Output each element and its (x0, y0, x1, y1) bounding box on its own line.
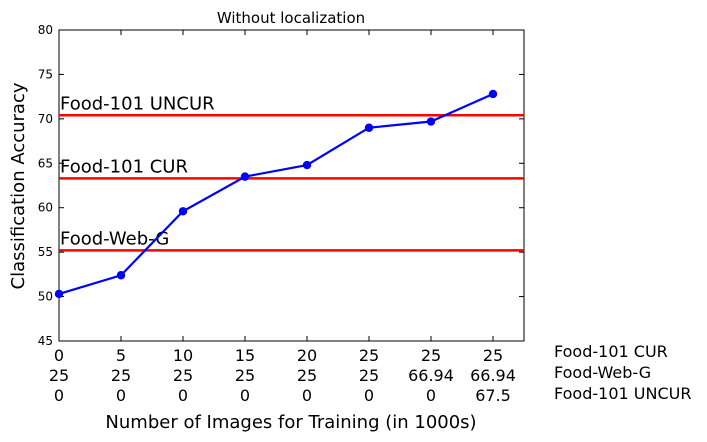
plot-area: 4550556065707580025052501025015250202502… (38, 23, 525, 405)
x-tick-label-row-2: 25 (359, 366, 379, 385)
y-axis-label: Classification Accuracy (8, 82, 29, 289)
x-tick-label-row-3: 0 (178, 386, 188, 405)
x-row-legend: Food-101 CUR Food-Web-G Food-101 UNCUR (554, 342, 691, 403)
x-tick-label-row-3: 0 (364, 386, 374, 405)
x-axis-label: Number of Images for Training (in 1000s) (105, 412, 476, 433)
y-tick-label: 75 (38, 67, 53, 81)
x-tick-label-row-1: 25 (359, 346, 379, 365)
x-row-legend-label: Food-101 CUR (554, 342, 668, 361)
y-tick-label: 60 (38, 201, 53, 215)
x-tick-label-row-3: 0 (302, 386, 312, 405)
x-tick-label-row-2: 25 (297, 366, 317, 385)
data-point (116, 271, 126, 280)
x-tick-label-row-2: 25 (111, 366, 131, 385)
x-tick-label-row-2: 66.94 (470, 366, 516, 385)
plot-frame (58, 29, 525, 342)
x-tick-label-row-3: 0 (116, 386, 126, 405)
y-tick-label: 50 (38, 290, 53, 304)
data-point (488, 89, 498, 99)
x-tick-label-row-1: 15 (235, 346, 255, 365)
x-tick-label-row-1: 20 (297, 346, 317, 365)
reference-line-label: Food-101 CUR (60, 156, 188, 177)
x-tick-label-row-3: 0 (240, 386, 250, 405)
data-point (364, 123, 374, 132)
x-tick-label-row-2: 66.94 (408, 366, 454, 385)
y-tick-label: 80 (38, 23, 53, 37)
x-row-legend-label: Food-101 UNCUR (554, 384, 691, 403)
x-tick-label-row-3: 0 (54, 386, 64, 405)
series-line (58, 92, 494, 295)
x-tick-label-row-2: 25 (173, 366, 193, 385)
reference-line-label: Food-Web-G (60, 228, 169, 249)
data-point (426, 117, 436, 126)
data-point (178, 207, 188, 216)
x-tick-label-row-1: 0 (54, 346, 64, 365)
x-tick-label-row-3: 67.5 (475, 386, 511, 405)
y-tick-label: 65 (38, 156, 53, 170)
y-tick-label: 55 (38, 245, 53, 259)
x-tick-label-row-1: 25 (483, 346, 503, 365)
x-row-legend-label: Food-Web-G (554, 363, 651, 382)
x-tick-label-row-1: 25 (421, 346, 441, 365)
y-tick-label: 70 (38, 112, 53, 126)
x-tick-label-row-1: 10 (173, 346, 193, 365)
data-point (240, 172, 250, 181)
x-tick-label-row-3: 0 (426, 386, 436, 405)
x-tick-label-row-2: 25 (235, 366, 255, 385)
x-tick-label-row-2: 25 (49, 366, 69, 385)
reference-line-label: Food-101 UNCUR (60, 93, 215, 114)
data-point (54, 289, 64, 299)
y-tick-label: 45 (38, 334, 53, 348)
x-tick-label-row-1: 5 (116, 346, 126, 365)
data-point (302, 160, 312, 170)
chart-title: Without localization (217, 9, 365, 27)
